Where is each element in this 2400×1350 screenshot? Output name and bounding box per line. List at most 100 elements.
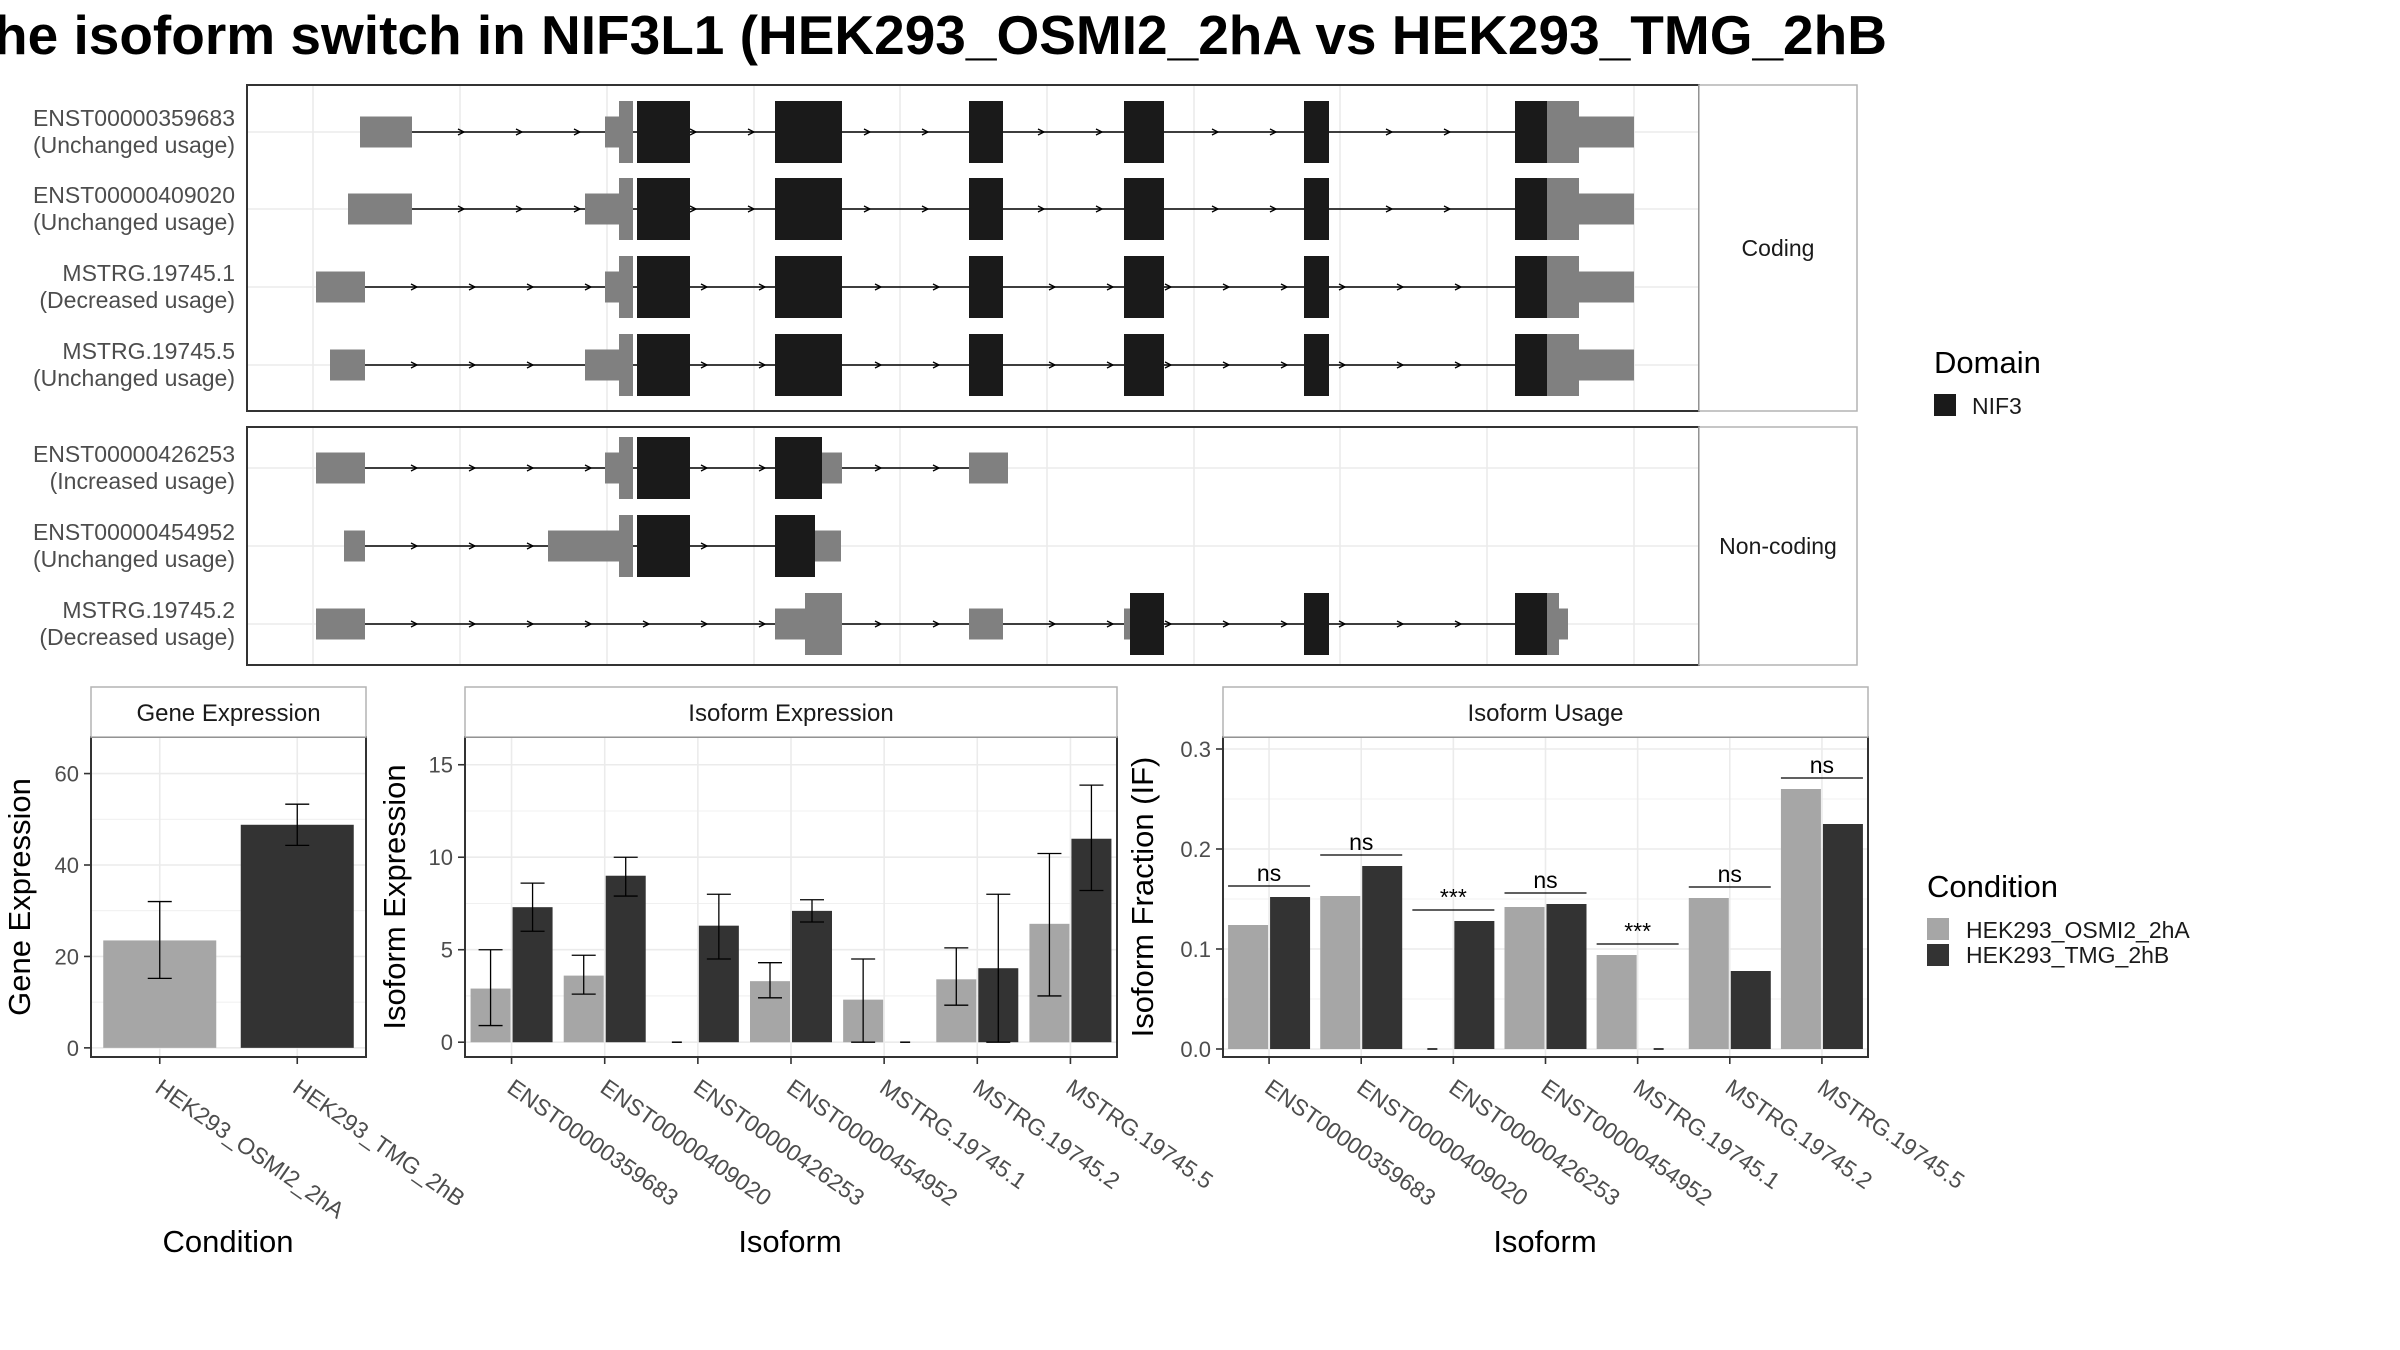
direction-arrow: [700, 620, 709, 628]
bar: [605, 875, 646, 1043]
significance-label: ***: [1624, 918, 1651, 944]
transcript-usage-label: (Unchanged usage): [33, 546, 235, 572]
exon-block: [605, 271, 619, 303]
exon-block: [316, 271, 365, 303]
x-axis-title: Condition: [163, 1224, 294, 1259]
significance-label: ns: [1810, 752, 1834, 778]
direction-arrow: [468, 542, 477, 550]
direction-arrow: [874, 464, 883, 472]
exon-block: [1547, 178, 1579, 240]
direction-arrow: [1269, 205, 1278, 213]
panel-title: Isoform Expression: [688, 700, 893, 727]
y-tick-label: 20: [55, 944, 79, 969]
legend-domain-key-nif3: [1934, 394, 1956, 416]
direction-arrow: [410, 620, 419, 628]
x-tick-label: ENST00000409020: [1352, 1074, 1532, 1211]
domain-block-nif3: [637, 256, 690, 318]
domain-block-nif3: [1304, 178, 1329, 240]
direction-arrow: [515, 205, 524, 213]
exon-block: [822, 452, 842, 484]
exon-block: [344, 530, 365, 562]
bar: [1228, 925, 1269, 1049]
direction-arrow: [584, 620, 593, 628]
direction-arrow: [932, 620, 941, 628]
legend-domain-label-nif3: NIF3: [1972, 393, 2022, 419]
direction-arrow: [932, 361, 941, 369]
direction-arrow: [1454, 620, 1463, 628]
direction-arrow: [932, 283, 941, 291]
y-tick-label: 5: [441, 938, 453, 963]
direction-arrow: [1106, 283, 1115, 291]
direction-arrow: [515, 128, 524, 136]
direction-arrow: [1396, 283, 1405, 291]
panel-strip: [464, 686, 1118, 738]
legend-condition: Condition HEK293_OSMI2_2hA HEK293_TMG_2h…: [1927, 869, 2190, 968]
direction-arrow: [1164, 283, 1173, 291]
direction-arrow: [1037, 205, 1046, 213]
direction-arrow: [1385, 205, 1394, 213]
direction-arrow: [410, 464, 419, 472]
domain-block-nif3: [1515, 178, 1547, 240]
direction-arrow: [1338, 361, 1347, 369]
structure-coding-panel: Coding: [246, 84, 1858, 412]
direction-arrow: [1048, 620, 1057, 628]
exon-block: [835, 530, 841, 562]
domain-block-nif3: [1124, 101, 1164, 163]
transcript-id-label: ENST00000426253: [33, 441, 235, 467]
direction-arrow: [1095, 128, 1104, 136]
direction-arrow: [747, 128, 756, 136]
exon-block: [1124, 608, 1130, 640]
x-tick-label: ENST00000409020: [596, 1074, 776, 1211]
exon-block: [316, 452, 365, 484]
x-tick-label: ENST00000359683: [1260, 1074, 1440, 1211]
direction-arrow: [758, 620, 767, 628]
direction-arrow: [642, 620, 651, 628]
exon-block: [619, 178, 633, 240]
x-tick-label: ENST00000454952: [1537, 1074, 1717, 1211]
exon-block: [619, 256, 633, 318]
direction-arrow: [1222, 361, 1231, 369]
domain-block-nif3: [1304, 334, 1329, 396]
legend-condition-title: Condition: [1927, 869, 2058, 904]
structure-noncoding-strip-label: Non-coding: [1719, 533, 1837, 559]
transcript-usage-label: (Decreased usage): [39, 624, 235, 650]
x-tick-label: ENST00000426253: [689, 1074, 869, 1211]
exon-block: [330, 349, 365, 381]
legend-domain-title: Domain: [1934, 345, 2041, 380]
direction-arrow: [700, 464, 709, 472]
legend-condition-label-b: HEK293_TMG_2hB: [1966, 942, 2169, 968]
exon-block: [605, 452, 619, 484]
domain-block-nif3: [1124, 334, 1164, 396]
transcript-id-label: ENST00000454952: [33, 519, 235, 545]
direction-arrow: [1454, 283, 1463, 291]
domain-block-nif3: [1515, 101, 1547, 163]
legend-condition-key-a: [1927, 918, 1949, 940]
direction-arrow: [874, 283, 883, 291]
x-tick-label: ENST00000426253: [1444, 1074, 1624, 1211]
x-tick-label: MSTRG.19745.5: [1813, 1074, 1969, 1194]
domain-block-nif3: [637, 515, 690, 577]
direction-arrow: [1106, 620, 1115, 628]
domain-block-nif3: [637, 178, 690, 240]
direction-arrow: [1443, 205, 1452, 213]
direction-arrow: [410, 361, 419, 369]
direction-arrow: [1269, 128, 1278, 136]
y-axis-title: Isoform Expression: [377, 764, 412, 1029]
domain-block-nif3: [637, 101, 690, 163]
direction-arrow: [526, 283, 535, 291]
transcript-usage-label: (Unchanged usage): [33, 132, 235, 158]
panel-isoform-usage: ns ns *** ns *** ns ns Isoform Usage 0.0 0.1 0.2 0.…: [1125, 686, 1969, 1259]
direction-arrow: [863, 128, 872, 136]
exon-block: [605, 116, 619, 148]
bar: [240, 824, 354, 1048]
domain-block-nif3: [969, 256, 1003, 318]
direction-arrow: [410, 283, 419, 291]
y-tick-label: 0.3: [1180, 737, 1211, 762]
domain-block-nif3: [1515, 593, 1547, 655]
direction-arrow: [1106, 361, 1115, 369]
direction-arrow: [689, 205, 698, 213]
direction-arrow: [468, 620, 477, 628]
direction-arrow: [1211, 205, 1220, 213]
direction-arrow: [468, 283, 477, 291]
